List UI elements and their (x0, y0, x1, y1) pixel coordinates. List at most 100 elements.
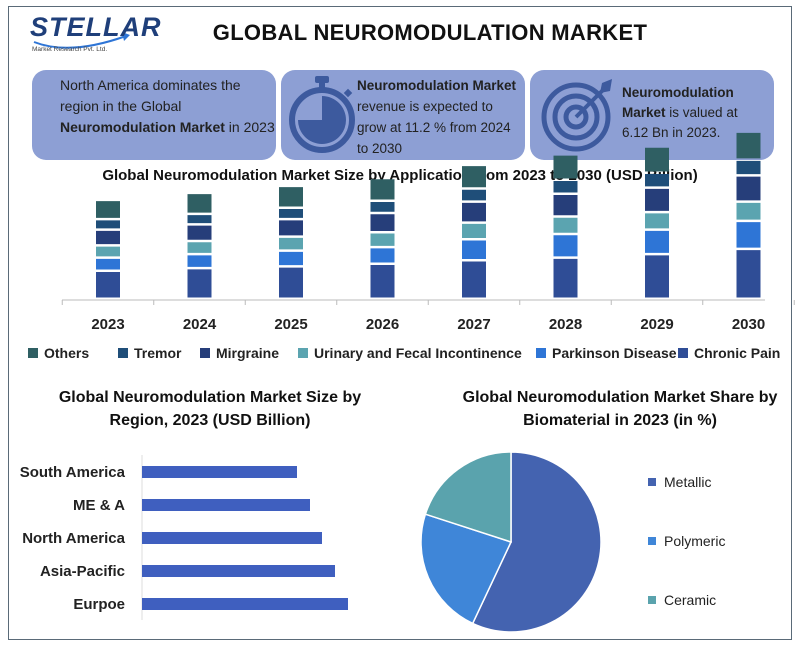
bar-segment-2023-tremor (96, 220, 120, 229)
pie-legend-swatch (648, 596, 656, 604)
pie-legend-item: Polymeric (648, 533, 725, 549)
region-bar-south-america (142, 466, 297, 478)
logo-swoosh-icon (33, 32, 130, 49)
bar-segment-2023-urinary-and-fecal-incontinence (96, 246, 120, 257)
legend-swatch (536, 348, 546, 358)
bar-segment-2023-parkinson-disease (96, 258, 120, 270)
legend-item: Tremor (118, 345, 181, 361)
bar-segment-2025-parkinson-disease (279, 251, 303, 266)
card1-text-post: in 2023 (224, 119, 275, 135)
page-title: GLOBAL NEUROMODULATION MARKET (212, 20, 648, 45)
bar-segment-2030-urinary-and-fecal-incontinence (736, 202, 761, 220)
target-icon (541, 79, 612, 152)
biomaterial-pie (420, 451, 602, 633)
legend-item: Mirgraine (200, 345, 279, 361)
legend-label: Tremor (134, 345, 182, 361)
card3-text-post: is valued at 6.12 Bn in 2023. (622, 105, 738, 140)
legend-item: Parkinson Disease (536, 345, 677, 361)
region-label: Eurpoe (73, 596, 125, 613)
x-tick-label: 2027 (457, 316, 490, 333)
region-chart-title: Global Neuromodulation Market Size by Re… (58, 389, 362, 429)
x-tick-label: 2029 (640, 316, 673, 333)
region-label: Asia-Pacific (40, 563, 125, 580)
region-label: South America (20, 464, 126, 481)
bar-segment-2030-parkinson-disease (736, 222, 761, 248)
bar-segment-2027-parkinson-disease (462, 240, 486, 259)
legend-label: Urinary and Fecal Incontinence (314, 345, 522, 361)
bar-segment-2027-urinary-and-fecal-incontinence (462, 223, 486, 238)
bar-segment-2027-tremor (462, 189, 486, 201)
bar-segment-2030-others (736, 132, 761, 159)
region-bar-asia-pacific (142, 565, 335, 577)
bar-segment-2024-urinary-and-fecal-incontinence (187, 242, 212, 253)
x-tick-label: 2026 (366, 316, 399, 333)
logo-subtext: Market Research Pvt. Ltd. (32, 46, 108, 53)
bar-segment-2029-tremor (645, 174, 669, 187)
pie-legend-swatch (648, 537, 656, 545)
bar-segment-2029-urinary-and-fecal-incontinence (645, 213, 669, 229)
legend-swatch (678, 348, 688, 358)
bar-segment-2024-mirgraine (187, 225, 212, 240)
bar-segment-2024-parkinson-disease (187, 255, 212, 267)
bar-segment-2026-others (370, 179, 395, 200)
card2-text-bold: Neuromodulation Market (357, 78, 517, 93)
x-tick-label: 2025 (274, 316, 307, 333)
region-label: ME & A (73, 497, 125, 514)
bar-segment-2029-chronic-pain (645, 255, 669, 298)
pie-slice-ceramic (424, 451, 512, 544)
pie-legend-item: Metallic (648, 474, 711, 490)
growth-card: Neuromodulation Market revenue is expect… (281, 70, 525, 160)
bar-segment-2030-chronic-pain (736, 250, 761, 298)
legend-swatch (118, 348, 128, 358)
pie-legend-label: Polymeric (664, 533, 726, 549)
bar-segment-2027-chronic-pain (462, 261, 486, 298)
bar-segment-2029-mirgraine (645, 188, 669, 211)
bar-segment-2023-mirgraine (96, 230, 120, 245)
bar-segment-2028-chronic-pain (553, 258, 578, 298)
bar-segment-2029-others (645, 147, 669, 172)
bar-segment-2024-tremor (187, 215, 212, 224)
legend-swatch (298, 348, 308, 358)
pie-legend-item: Ceramic (648, 592, 716, 608)
card1-text-bold: Neuromodulation Market (60, 119, 225, 135)
bar-segment-2027-others (462, 166, 486, 188)
bar-segment-2026-chronic-pain (370, 265, 395, 298)
x-tick-label: 2024 (183, 316, 217, 333)
bar-segment-2023-chronic-pain (96, 272, 120, 298)
bar-segment-2026-parkinson-disease (370, 248, 395, 263)
bar-segment-2028-mirgraine (553, 195, 578, 216)
bar-segment-2024-others (187, 194, 212, 213)
logo-wordmark: STELLAR (30, 12, 162, 42)
card2-text-post: revenue is expected to grow at 11.2 % fr… (357, 99, 511, 156)
bar-segment-2025-others (279, 187, 303, 207)
region-label: North America (22, 530, 125, 547)
legend-label: Mirgraine (216, 345, 280, 361)
pie-slice-polymeric (420, 513, 513, 625)
application-stacked-bars: 2023 2024 2025 2026 2027 2028 2029 2030 (61, 132, 795, 333)
north-america-card: North America dominates the region in th… (32, 70, 276, 160)
x-tick-label: 2023 (91, 316, 124, 333)
pie-legend-label: Ceramic (664, 592, 717, 608)
bar-segment-2028-urinary-and-fecal-incontinence (553, 217, 578, 233)
biomaterial-chart-title: Global Neuromodulation Market Share by B… (462, 389, 778, 429)
legend-swatch (200, 348, 210, 358)
stellar-logo: STELLAR Market Research Pvt. Ltd. (30, 12, 161, 62)
bar-segment-2024-chronic-pain (187, 269, 212, 298)
legend-label: Chronic Pain (694, 345, 781, 361)
region-bar-eurpoe (142, 598, 348, 610)
card1-text-pre: North America dominates the region in th… (60, 77, 241, 114)
bar-segment-2028-others (553, 155, 578, 179)
pie-legend-label: Metallic (664, 474, 712, 490)
bar-segment-2028-tremor (553, 181, 578, 193)
pie-legend-swatch (648, 478, 656, 486)
x-tick-label: 2028 (549, 316, 582, 333)
bar-segment-2025-mirgraine (279, 220, 303, 236)
legend-item: Others (28, 345, 89, 361)
bar-segment-2030-mirgraine (736, 176, 761, 201)
legend-label: Parkinson Disease (552, 345, 677, 361)
region-bar-north-america (142, 532, 322, 544)
card3-text-bold: Neuromodulation Market (622, 85, 734, 120)
legend-item: Chronic Pain (678, 345, 780, 361)
legend-item: Urinary and Fecal Incontinence (298, 345, 522, 361)
